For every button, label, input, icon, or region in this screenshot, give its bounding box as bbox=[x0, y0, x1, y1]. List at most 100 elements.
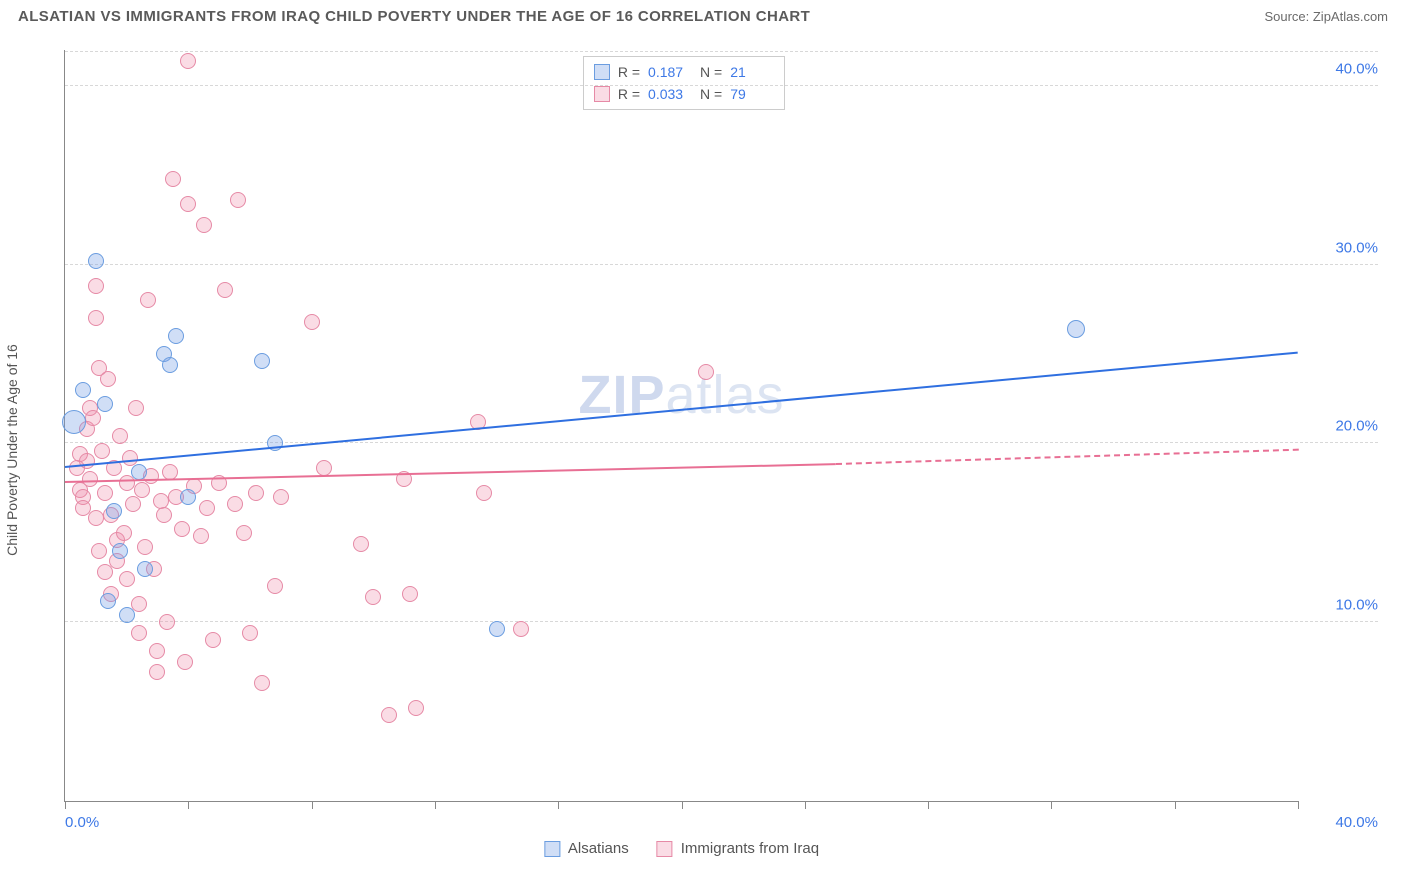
data-point bbox=[97, 396, 113, 412]
data-point bbox=[88, 510, 104, 526]
legend-swatch bbox=[594, 86, 610, 102]
data-point bbox=[180, 196, 196, 212]
data-point bbox=[174, 521, 190, 537]
data-point bbox=[230, 192, 246, 208]
data-point bbox=[180, 53, 196, 69]
data-point bbox=[698, 364, 714, 380]
data-point bbox=[119, 571, 135, 587]
data-point bbox=[1067, 320, 1085, 338]
y-tick-label: 40.0% bbox=[1306, 60, 1378, 77]
data-point bbox=[254, 675, 270, 691]
data-point bbox=[131, 625, 147, 641]
data-point bbox=[140, 292, 156, 308]
data-point bbox=[88, 253, 104, 269]
x-tick bbox=[928, 801, 929, 809]
x-tick bbox=[1051, 801, 1052, 809]
data-point bbox=[236, 525, 252, 541]
data-point bbox=[365, 589, 381, 605]
legend-n-value: 21 bbox=[730, 64, 774, 80]
data-point bbox=[82, 471, 98, 487]
data-point bbox=[112, 428, 128, 444]
grid-line bbox=[65, 85, 1378, 86]
legend-correlation: R =0.187N =21R =0.033N =79 bbox=[583, 56, 785, 110]
data-point bbox=[134, 482, 150, 498]
data-point bbox=[149, 643, 165, 659]
data-point bbox=[476, 485, 492, 501]
data-point bbox=[119, 607, 135, 623]
data-point bbox=[227, 496, 243, 512]
source-attribution: Source: ZipAtlas.com bbox=[1264, 9, 1388, 24]
trend-line bbox=[65, 352, 1298, 469]
data-point bbox=[304, 314, 320, 330]
data-point bbox=[273, 489, 289, 505]
data-point bbox=[513, 621, 529, 637]
grid-line bbox=[65, 51, 1378, 52]
data-point bbox=[254, 353, 270, 369]
data-point bbox=[116, 525, 132, 541]
data-point bbox=[131, 464, 147, 480]
data-point bbox=[162, 357, 178, 373]
data-point bbox=[381, 707, 397, 723]
grid-line bbox=[65, 264, 1378, 265]
x-tick bbox=[1175, 801, 1176, 809]
data-point bbox=[79, 453, 95, 469]
x-tick bbox=[312, 801, 313, 809]
data-point bbox=[199, 500, 215, 516]
x-tick-label: 40.0% bbox=[1306, 814, 1378, 831]
data-point bbox=[402, 586, 418, 602]
data-point bbox=[128, 400, 144, 416]
legend-label: Immigrants from Iraq bbox=[681, 840, 819, 857]
data-point bbox=[100, 371, 116, 387]
data-point bbox=[137, 539, 153, 555]
data-point bbox=[353, 536, 369, 552]
data-point bbox=[106, 503, 122, 519]
legend-n-value: 79 bbox=[730, 86, 774, 102]
y-tick-label: 10.0% bbox=[1306, 597, 1378, 614]
legend-swatch bbox=[594, 64, 610, 80]
data-point bbox=[122, 450, 138, 466]
x-tick bbox=[188, 801, 189, 809]
data-point bbox=[248, 485, 264, 501]
data-point bbox=[125, 496, 141, 512]
x-tick bbox=[435, 801, 436, 809]
data-point bbox=[159, 614, 175, 630]
data-point bbox=[62, 410, 86, 434]
y-axis-label: Child Poverty Under the Age of 16 bbox=[4, 344, 20, 556]
trend-line bbox=[836, 449, 1298, 465]
grid-line bbox=[65, 442, 1378, 443]
legend-n-label: N = bbox=[700, 64, 722, 80]
chart-container: Child Poverty Under the Age of 16 ZIPatl… bbox=[18, 38, 1388, 862]
data-point bbox=[168, 328, 184, 344]
data-point bbox=[97, 485, 113, 501]
plot-area: ZIPatlas R =0.187N =21R =0.033N =79 Alsa… bbox=[64, 50, 1298, 802]
data-point bbox=[88, 310, 104, 326]
legend-n-label: N = bbox=[700, 86, 722, 102]
legend-row: R =0.187N =21 bbox=[594, 61, 774, 83]
data-point bbox=[165, 171, 181, 187]
legend-series: Alsatians Immigrants from Iraq bbox=[544, 840, 819, 857]
data-point bbox=[112, 543, 128, 559]
data-point bbox=[217, 282, 233, 298]
data-point bbox=[180, 489, 196, 505]
data-point bbox=[156, 507, 172, 523]
data-point bbox=[267, 578, 283, 594]
data-point bbox=[94, 443, 110, 459]
x-tick bbox=[805, 801, 806, 809]
x-tick bbox=[558, 801, 559, 809]
data-point bbox=[177, 654, 193, 670]
data-point bbox=[193, 528, 209, 544]
legend-r-value: 0.033 bbox=[648, 86, 692, 102]
data-point bbox=[242, 625, 258, 641]
grid-line bbox=[65, 621, 1378, 622]
data-point bbox=[489, 621, 505, 637]
data-point bbox=[137, 561, 153, 577]
x-tick-label: 0.0% bbox=[65, 814, 99, 831]
chart-title: ALSATIAN VS IMMIGRANTS FROM IRAQ CHILD P… bbox=[18, 8, 810, 25]
legend-r-label: R = bbox=[618, 64, 640, 80]
legend-label: Alsatians bbox=[568, 840, 629, 857]
legend-swatch bbox=[657, 841, 673, 857]
data-point bbox=[88, 278, 104, 294]
y-tick-label: 30.0% bbox=[1306, 239, 1378, 256]
data-point bbox=[196, 217, 212, 233]
legend-item: Immigrants from Iraq bbox=[657, 840, 819, 857]
